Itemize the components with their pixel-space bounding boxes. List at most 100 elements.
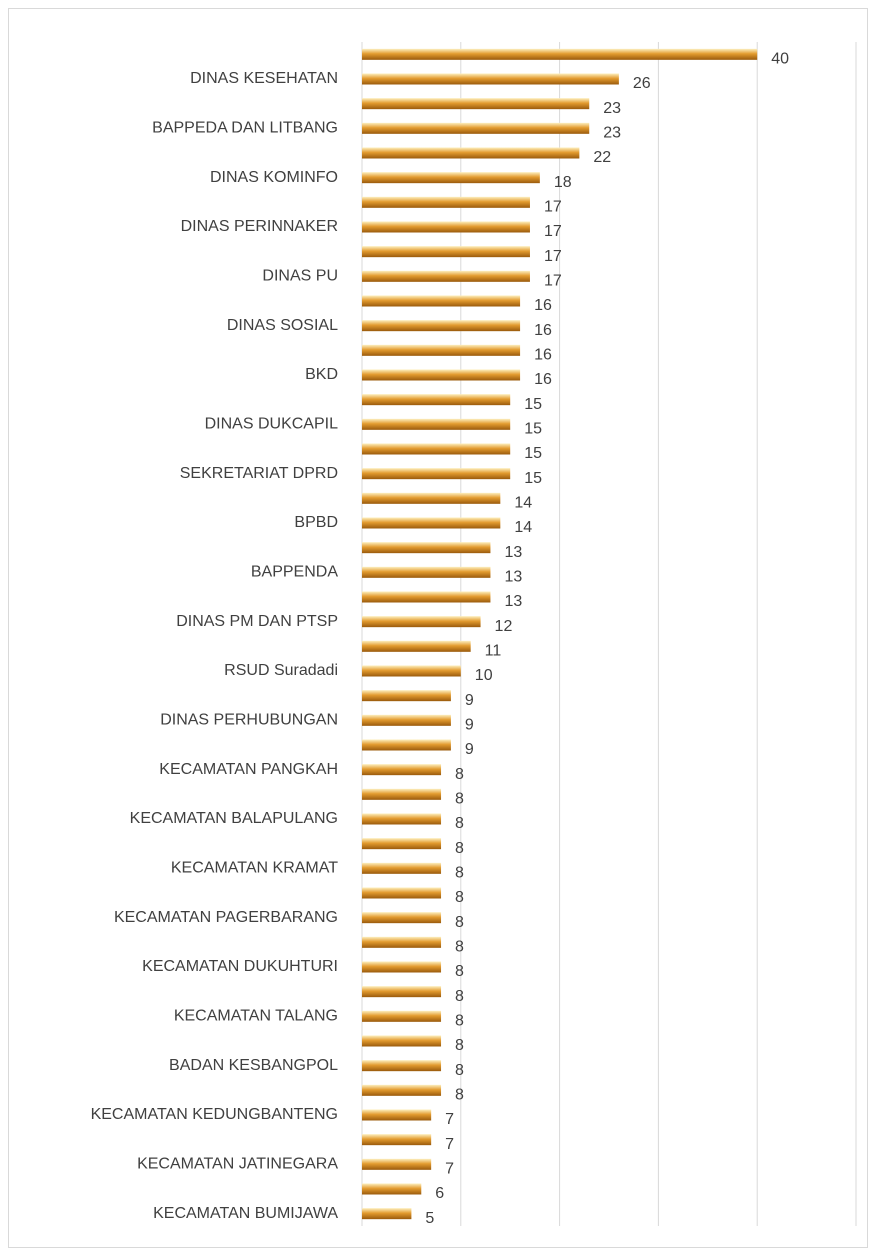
data-label: 7 <box>445 1111 454 1128</box>
data-label: 13 <box>504 569 522 586</box>
data-label: 7 <box>445 1136 454 1153</box>
bar <box>362 714 451 726</box>
data-label: 10 <box>475 667 493 684</box>
data-label: 15 <box>524 445 542 462</box>
data-label: 8 <box>455 1062 464 1079</box>
bar <box>362 566 491 578</box>
data-label: 22 <box>593 149 611 166</box>
data-label: 9 <box>465 741 474 758</box>
data-label: 16 <box>534 322 552 339</box>
data-label: 23 <box>603 100 621 117</box>
data-label: 17 <box>544 248 562 265</box>
y-tick-label: SEKRETARIAT DPRD <box>180 465 338 482</box>
data-label: 26 <box>633 75 651 92</box>
bar <box>362 270 530 282</box>
data-label: 8 <box>455 939 464 956</box>
y-tick-label: RSUD Suradadi <box>224 662 338 679</box>
data-label: 16 <box>534 347 552 364</box>
data-label: 9 <box>465 717 474 734</box>
bar <box>362 98 590 110</box>
data-label: 15 <box>524 470 542 487</box>
bar <box>362 394 511 406</box>
bar <box>362 912 442 924</box>
data-label: 16 <box>534 297 552 314</box>
data-label: 8 <box>455 840 464 857</box>
bar <box>362 468 511 480</box>
bar <box>362 369 521 381</box>
bar <box>362 838 442 850</box>
data-label: 17 <box>544 199 562 216</box>
bar <box>362 640 471 652</box>
data-label: 8 <box>455 791 464 808</box>
bar <box>362 739 451 751</box>
bar <box>362 887 442 899</box>
bar <box>362 788 442 800</box>
data-label: 17 <box>544 223 562 240</box>
data-label: 11 <box>485 643 502 660</box>
bar <box>362 295 521 307</box>
bar <box>362 517 501 529</box>
y-tick-label: KECAMATAN KEDUNGBANTENG <box>91 1106 338 1123</box>
data-label: 16 <box>534 371 552 388</box>
bar <box>362 1158 432 1170</box>
y-tick-label: KECAMATAN BUMIJAWA <box>153 1205 338 1222</box>
y-tick-label: DINAS DUKCAPIL <box>205 416 338 433</box>
y-tick-label: DINAS PM DAN PTSP <box>176 613 338 630</box>
data-label: 14 <box>514 519 532 536</box>
data-label: 9 <box>465 692 474 709</box>
bar <box>362 1208 412 1220</box>
y-tick-label: DINAS KOMINFO <box>210 169 338 186</box>
bar <box>362 764 442 776</box>
y-tick-label: BAPPEDA DAN LITBANG <box>152 120 338 137</box>
y-tick-label: DINAS PERHUBUNGAN <box>160 712 338 729</box>
bar <box>362 986 442 998</box>
data-label: 17 <box>544 273 562 290</box>
bar <box>362 418 511 430</box>
data-label: 8 <box>455 963 464 980</box>
data-label: 6 <box>435 1185 444 1202</box>
bar <box>362 591 491 603</box>
bar <box>362 1035 442 1047</box>
bar <box>362 936 442 948</box>
y-tick-label: BKD <box>305 366 338 383</box>
bar <box>362 813 442 825</box>
bar <box>362 492 501 504</box>
data-label: 8 <box>455 1013 464 1030</box>
bar <box>362 665 461 677</box>
bar <box>362 246 530 258</box>
bar <box>362 443 511 455</box>
y-tick-label: KECAMATAN KRAMAT <box>171 860 338 877</box>
y-tick-label: DINAS SOSIAL <box>227 317 338 334</box>
y-tick-label: KECAMATAN DUKUHTURI <box>142 958 338 975</box>
y-tick-label: DINAS PU <box>262 268 338 285</box>
data-label: 18 <box>554 174 572 191</box>
data-label: 40 <box>771 51 789 68</box>
bar <box>362 122 590 134</box>
bar <box>362 1084 442 1096</box>
y-tick-label: BAPPENDA <box>251 564 338 581</box>
y-tick-label: BADAN KESBANGPOL <box>169 1057 338 1074</box>
bar <box>362 221 530 233</box>
bar <box>362 1060 442 1072</box>
data-label: 8 <box>455 766 464 783</box>
bar <box>362 344 521 356</box>
data-label: 8 <box>455 865 464 882</box>
bar <box>362 1134 432 1146</box>
data-label: 8 <box>455 815 464 832</box>
data-label: 14 <box>514 495 532 512</box>
bar <box>362 690 451 702</box>
bar <box>362 616 481 628</box>
y-tick-label: DINAS PERINNAKER <box>181 218 338 235</box>
y-tick-label: DINAS KESEHATAN <box>190 70 338 87</box>
y-tick-label: KECAMATAN BALAPULANG <box>130 810 338 827</box>
y-tick-label: KECAMATAN TALANG <box>174 1008 338 1025</box>
bar <box>362 542 491 554</box>
bar <box>362 320 521 332</box>
data-label: 23 <box>603 125 621 142</box>
bar <box>362 1183 422 1195</box>
bar <box>362 1010 442 1022</box>
bar <box>362 196 530 208</box>
data-label: 8 <box>455 988 464 1005</box>
